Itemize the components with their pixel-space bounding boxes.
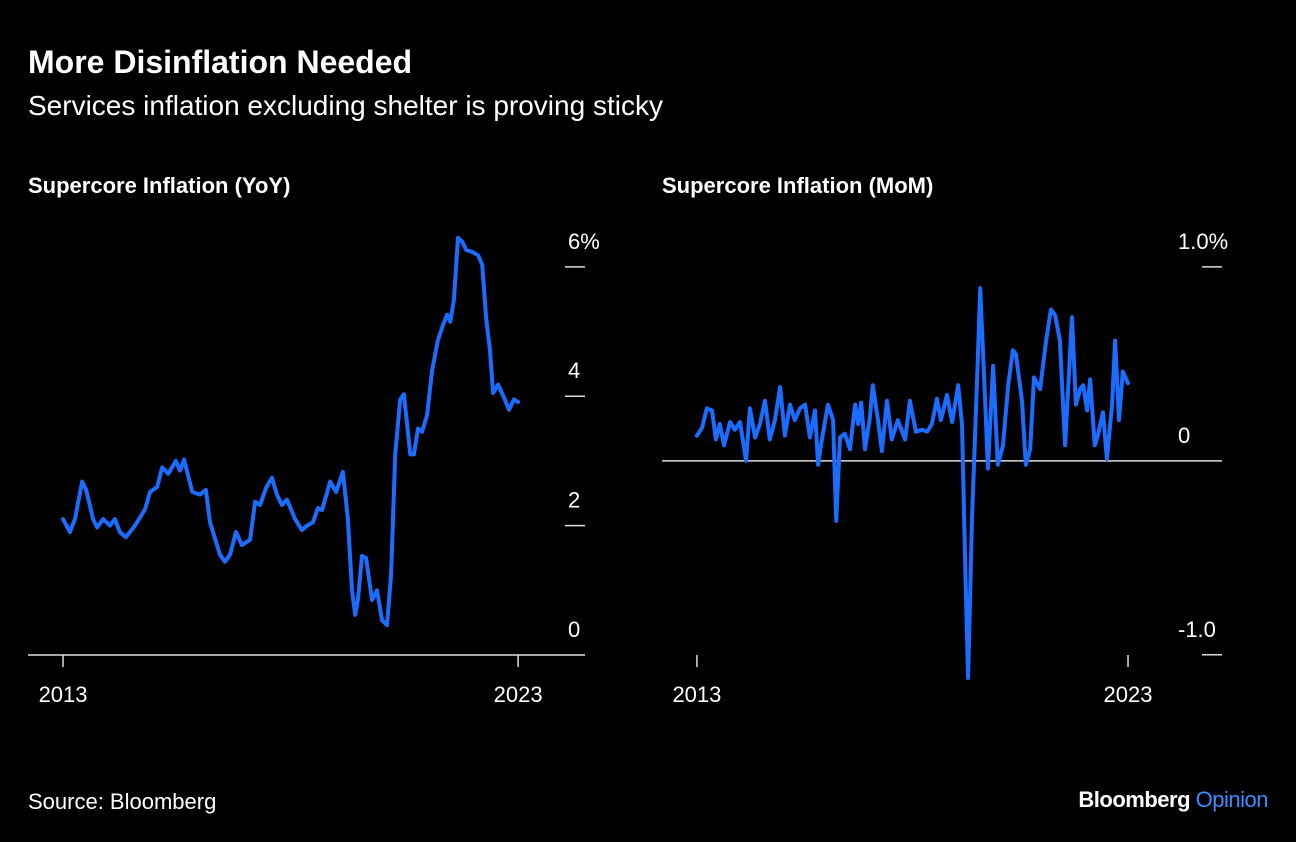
x-tick-label: 2023 <box>1104 682 1153 707</box>
data-line <box>694 286 1130 681</box>
y-tick-label: 4 <box>568 358 580 383</box>
chart-title: More Disinflation Needed <box>28 44 412 80</box>
x-tick-label: 2023 <box>494 682 543 707</box>
brand-suffix: Opinion <box>1196 787 1268 812</box>
source: Source: Bloomberg <box>28 789 216 814</box>
y-tick-label: 6% <box>568 229 600 254</box>
brand: Bloomberg Opinion <box>1078 787 1268 812</box>
data-line <box>61 235 521 628</box>
y-tick-label: 0 <box>1178 423 1190 448</box>
y-tick-label: -1.0 <box>1178 617 1216 642</box>
panel-title: Supercore Inflation (YoY) <box>28 173 290 198</box>
brand-name: Bloomberg <box>1078 787 1190 812</box>
x-tick-label: 2013 <box>672 682 721 707</box>
y-tick-label: 0 <box>568 617 580 642</box>
y-tick-label: 2 <box>568 488 580 513</box>
y-tick-label: 1.0% <box>1178 229 1228 254</box>
panel-title: Supercore Inflation (MoM) <box>662 173 933 198</box>
chart-subtitle: Services inflation excluding shelter is … <box>28 90 663 121</box>
x-tick-label: 2013 <box>39 682 88 707</box>
